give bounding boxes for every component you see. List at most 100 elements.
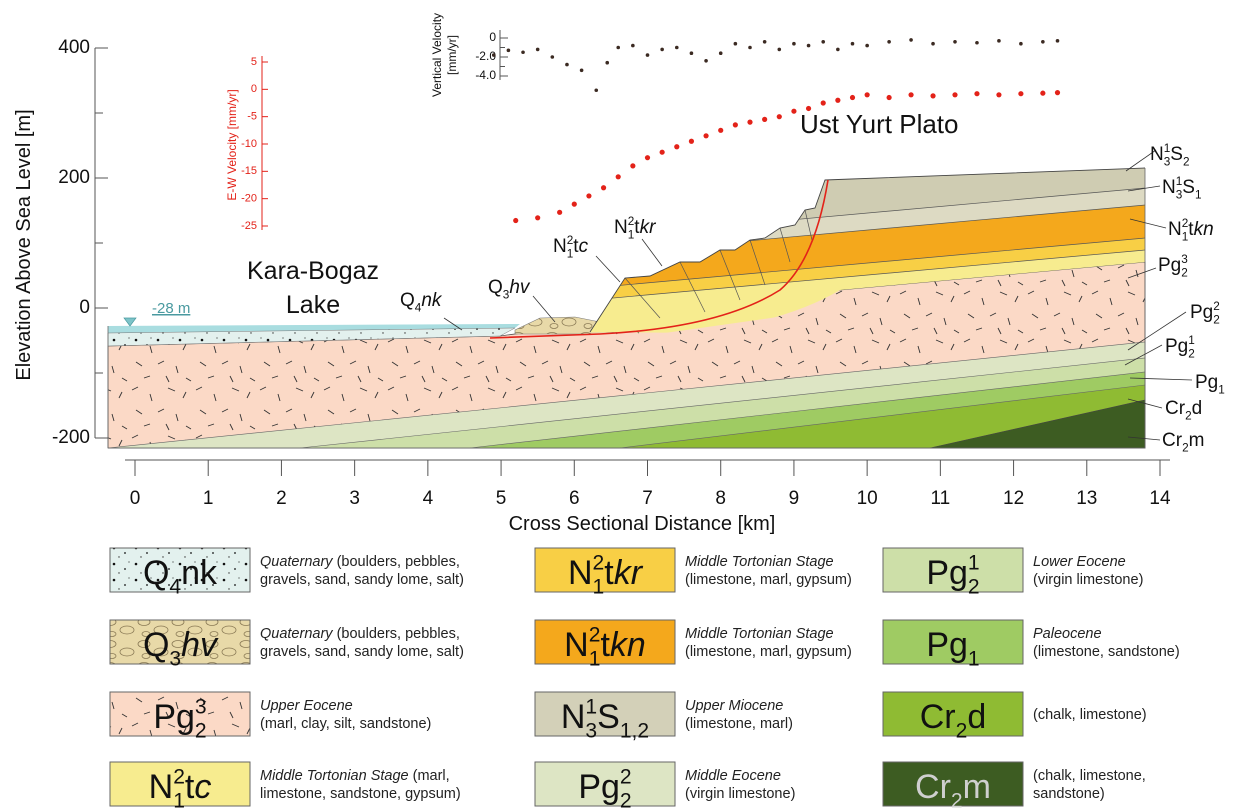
- subscript: 2: [1182, 441, 1189, 454]
- formula-text: nk: [181, 554, 218, 592]
- vv-point: [821, 40, 826, 44]
- vv-point: [748, 45, 752, 50]
- ew-point: [930, 93, 936, 99]
- x-tick-label: 10: [857, 488, 878, 509]
- legend-text: Middle Tortonian Stage: [685, 626, 834, 642]
- formula-text: (marl,: [409, 768, 450, 784]
- leader-line: [532, 295, 556, 323]
- vv-point: [689, 51, 694, 55]
- ew-point: [586, 193, 592, 199]
- leader-line: [1124, 344, 1163, 366]
- ew-point: [776, 114, 782, 120]
- superscript: 2: [589, 624, 601, 647]
- fault: [490, 180, 828, 338]
- subscript: 1: [593, 576, 605, 599]
- formula-text: N: [561, 698, 586, 736]
- legend-text: (limestone, sandstone): [1033, 644, 1180, 660]
- subscript: 1: [968, 648, 980, 671]
- water-marker: [124, 318, 136, 326]
- x-tick-label: 13: [1076, 488, 1097, 509]
- leader-line: [1127, 398, 1163, 409]
- legend-text: (virgin limestone): [1033, 572, 1143, 588]
- formation-label: Cr2m: [1162, 430, 1204, 454]
- x-tick-label: 7: [642, 488, 653, 509]
- formula-text: d: [1192, 398, 1203, 419]
- legend-swatch: [882, 761, 1024, 807]
- ew-point: [835, 97, 841, 103]
- vv-point: [733, 41, 738, 46]
- formula-text: Middle Tortonian Stage: [260, 768, 409, 784]
- formula-text: sandstone): [1033, 786, 1105, 802]
- subscript: 2: [1188, 347, 1195, 360]
- vv-point: [792, 41, 796, 46]
- formula-text: gravels, sand, sandy lome, salt): [260, 644, 464, 660]
- ew-point: [952, 92, 958, 98]
- superscript: 3: [1181, 253, 1188, 266]
- formula-text: Quaternary: [260, 554, 333, 570]
- formula-text: S: [1170, 144, 1183, 165]
- superscript: 1: [968, 552, 980, 575]
- formula-text: Lower Eocene: [1033, 554, 1126, 570]
- formula-text: Cr: [920, 698, 956, 736]
- vv-point: [631, 43, 635, 48]
- superscript: 2: [620, 766, 632, 789]
- x-tick-label: 5: [496, 488, 507, 509]
- vv-point: [565, 62, 569, 67]
- formula-text: (chalk, limestone): [1033, 707, 1147, 723]
- formula-text: (limestone, marl, gypsum): [685, 644, 852, 660]
- vv-point: [909, 38, 913, 42]
- formula-text: Pg: [153, 698, 195, 736]
- formula-text: Pg: [1165, 336, 1188, 357]
- superscript: 2: [628, 215, 635, 228]
- vv-point: [836, 47, 840, 52]
- formation-label: Q3hv: [488, 277, 531, 301]
- ew-point: [747, 119, 753, 125]
- superscript: 2: [567, 234, 574, 247]
- legend-formula: N2 1tkr: [568, 552, 644, 599]
- formula-text: N: [1168, 219, 1182, 240]
- formula-text: Cr: [1165, 398, 1186, 419]
- formula-text: Pg: [1195, 372, 1218, 393]
- lake-water: [108, 324, 520, 333]
- vv-point: [704, 59, 708, 63]
- leader-line: [1125, 149, 1157, 172]
- x-tick-label: 0: [130, 488, 141, 509]
- vv-point: [806, 43, 811, 48]
- ew-point: [688, 138, 695, 144]
- superscript: 1: [1164, 142, 1171, 155]
- superscript: 1: [1188, 334, 1195, 347]
- y-tick-label: -200: [52, 427, 90, 448]
- formula-text: (limestone, marl): [685, 716, 793, 732]
- vv-point: [887, 40, 891, 44]
- legend-swatch: [109, 761, 251, 807]
- ew-tick-label: -5: [247, 111, 257, 123]
- legend-text: Quaternary (boulders, pebbles,: [260, 626, 460, 642]
- legend-text: sandstone): [1033, 786, 1105, 802]
- legend-formula: Q3hv: [143, 626, 219, 671]
- formula-text: Pg: [1158, 255, 1181, 276]
- formula-text: m: [963, 768, 991, 806]
- vv-point: [506, 48, 511, 53]
- formula-text: Pg: [926, 626, 968, 664]
- ew-point: [557, 209, 563, 215]
- vv-point: [645, 53, 650, 57]
- vv-tick-label: 0: [489, 30, 496, 44]
- ew-point: [513, 217, 519, 224]
- legend-swatch: [534, 691, 676, 737]
- formula-text: limestone, sandstone, gypsum): [260, 786, 461, 802]
- ew-point: [718, 127, 724, 133]
- formula-text: kn: [610, 626, 646, 664]
- ew-point: [762, 116, 768, 122]
- formula-text: S: [1182, 177, 1195, 198]
- formula-text: (limestone, marl, gypsum): [685, 572, 852, 588]
- vv-point: [550, 55, 555, 59]
- ew-point: [600, 185, 607, 191]
- ew-point: [674, 144, 680, 150]
- ew-point: [820, 100, 826, 106]
- legend-formula: Cr2m: [915, 768, 991, 811]
- legend-formula: Pg1: [926, 626, 979, 671]
- formula-text: t: [600, 626, 610, 664]
- formula-text: m: [1189, 430, 1205, 451]
